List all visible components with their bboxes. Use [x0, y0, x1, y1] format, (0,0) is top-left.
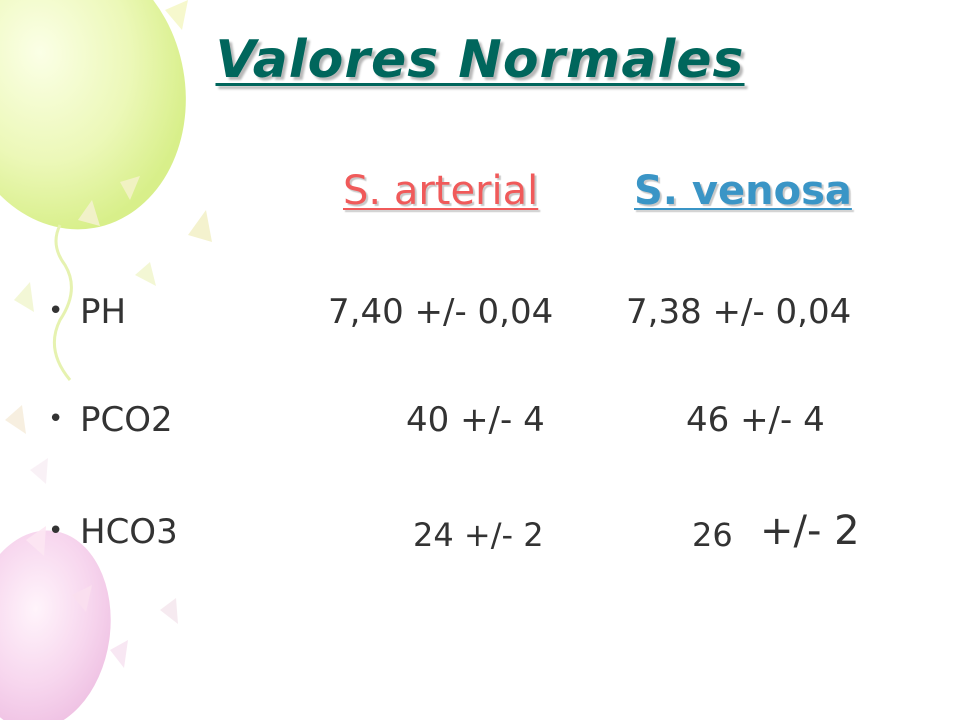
list-item-pco2: • PCO2 40 +/- 4 46 +/- 4 [0, 400, 960, 450]
bullet-icon: • [48, 296, 64, 326]
row-label: PH [80, 292, 127, 332]
list-item-hco3: • HCO3 24 +/- 2 26 +/- 2 [0, 508, 960, 562]
list-item-ph: • PH 7,40 +/- 0,04 7,38 +/- 0,04 [0, 292, 960, 342]
bullet-icon: • [48, 404, 64, 434]
arterial-value: 40 +/- 4 [406, 400, 545, 440]
arterial-value: 24 +/- 2 [413, 516, 544, 554]
venosa-value-tolerance: +/- 2 [760, 508, 860, 554]
bullet-icon: • [48, 516, 64, 546]
venosa-value: 46 +/- 4 [686, 400, 825, 440]
slide-title: Valores Normales [215, 30, 745, 90]
green-balloon-icon [0, 0, 186, 381]
row-label: PCO2 [80, 400, 173, 440]
row-label: HCO3 [80, 512, 178, 552]
confetti-decoration [5, 0, 212, 668]
column-header-venosa: S. venosa [634, 168, 852, 214]
venosa-value: 7,38 +/- 0,04 [626, 292, 852, 332]
arterial-value: 7,40 +/- 0,04 [328, 292, 554, 332]
pink-balloon-icon [0, 530, 111, 720]
column-header-arterial: S. arterial [343, 168, 539, 214]
venosa-value-number: 26 [692, 516, 733, 554]
